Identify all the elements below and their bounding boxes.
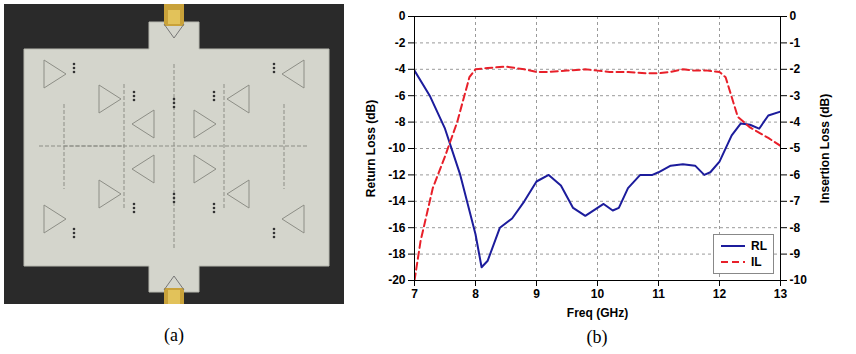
svg-text:-8: -8 — [790, 221, 801, 235]
svg-text:-1: -1 — [790, 36, 801, 50]
svg-text:Insertion Loss (dB): Insertion Loss (dB) — [818, 94, 832, 203]
svg-text:0: 0 — [399, 9, 406, 23]
svg-text:-4: -4 — [790, 115, 801, 129]
svg-text:10: 10 — [591, 287, 605, 301]
svg-text:9: 9 — [533, 287, 540, 301]
svg-text:11: 11 — [652, 287, 665, 301]
svg-text:-5: -5 — [790, 141, 801, 155]
svg-text:12: 12 — [713, 287, 727, 301]
svg-text:-10: -10 — [790, 273, 808, 287]
svg-text:-6: -6 — [790, 168, 801, 182]
svg-text:-7: -7 — [790, 194, 801, 208]
svg-text:-10: -10 — [388, 141, 406, 155]
svg-text:-12: -12 — [388, 168, 406, 182]
svg-text:-8: -8 — [395, 115, 406, 129]
svg-text:-20: -20 — [388, 273, 406, 287]
svg-text:7: 7 — [411, 287, 418, 301]
html-text:RL: RL — [751, 239, 767, 253]
svg-text:-6: -6 — [395, 89, 406, 103]
svg-text:-2: -2 — [790, 62, 801, 76]
svg-text:-4: -4 — [395, 62, 406, 76]
svg-text:-16: -16 — [388, 221, 406, 235]
svg-text:-14: -14 — [388, 194, 406, 208]
html-text:IL: IL — [751, 255, 762, 269]
svg-text:-9: -9 — [790, 247, 801, 261]
svg-text:-18: -18 — [388, 247, 406, 261]
svg-text:13: 13 — [774, 287, 788, 301]
svg-text:Freq (GHz): Freq (GHz) — [567, 306, 628, 320]
html-text:(a): (a) — [164, 325, 184, 345]
svg-text:0: 0 — [790, 9, 797, 23]
svg-text:8: 8 — [472, 287, 479, 301]
svg-text:-2: -2 — [395, 36, 406, 50]
html-text:(b): (b) — [586, 327, 608, 347]
svg-text:Return Loss (dB): Return Loss (dB) — [364, 100, 378, 197]
svg-text:-3: -3 — [790, 89, 801, 103]
